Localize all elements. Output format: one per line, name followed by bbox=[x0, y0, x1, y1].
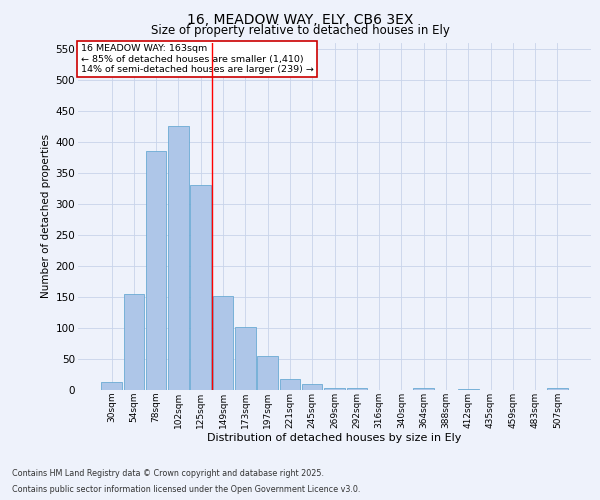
Bar bbox=[324, 388, 345, 390]
Text: Contains public sector information licensed under the Open Government Licence v3: Contains public sector information licen… bbox=[12, 485, 361, 494]
Bar bbox=[235, 326, 256, 390]
Bar bbox=[347, 388, 367, 390]
Y-axis label: Number of detached properties: Number of detached properties bbox=[41, 134, 52, 298]
Bar bbox=[168, 126, 189, 390]
Text: 16, MEADOW WAY, ELY, CB6 3EX: 16, MEADOW WAY, ELY, CB6 3EX bbox=[187, 12, 413, 26]
Bar bbox=[213, 296, 233, 390]
Bar bbox=[124, 294, 144, 390]
Bar bbox=[146, 151, 166, 390]
Bar bbox=[280, 379, 300, 390]
Text: Size of property relative to detached houses in Ely: Size of property relative to detached ho… bbox=[151, 24, 449, 37]
Bar bbox=[547, 388, 568, 390]
Bar bbox=[257, 356, 278, 390]
Bar bbox=[302, 384, 322, 390]
Bar bbox=[458, 389, 479, 390]
Text: Contains HM Land Registry data © Crown copyright and database right 2025.: Contains HM Land Registry data © Crown c… bbox=[12, 468, 324, 477]
Bar bbox=[413, 388, 434, 390]
Bar bbox=[190, 185, 211, 390]
Text: 16 MEADOW WAY: 163sqm
← 85% of detached houses are smaller (1,410)
14% of semi-d: 16 MEADOW WAY: 163sqm ← 85% of detached … bbox=[80, 44, 313, 74]
Bar bbox=[101, 382, 122, 390]
X-axis label: Distribution of detached houses by size in Ely: Distribution of detached houses by size … bbox=[208, 434, 461, 444]
